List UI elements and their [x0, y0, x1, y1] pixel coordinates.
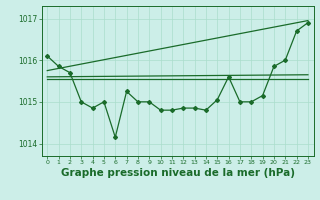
X-axis label: Graphe pression niveau de la mer (hPa): Graphe pression niveau de la mer (hPa)	[60, 168, 295, 178]
